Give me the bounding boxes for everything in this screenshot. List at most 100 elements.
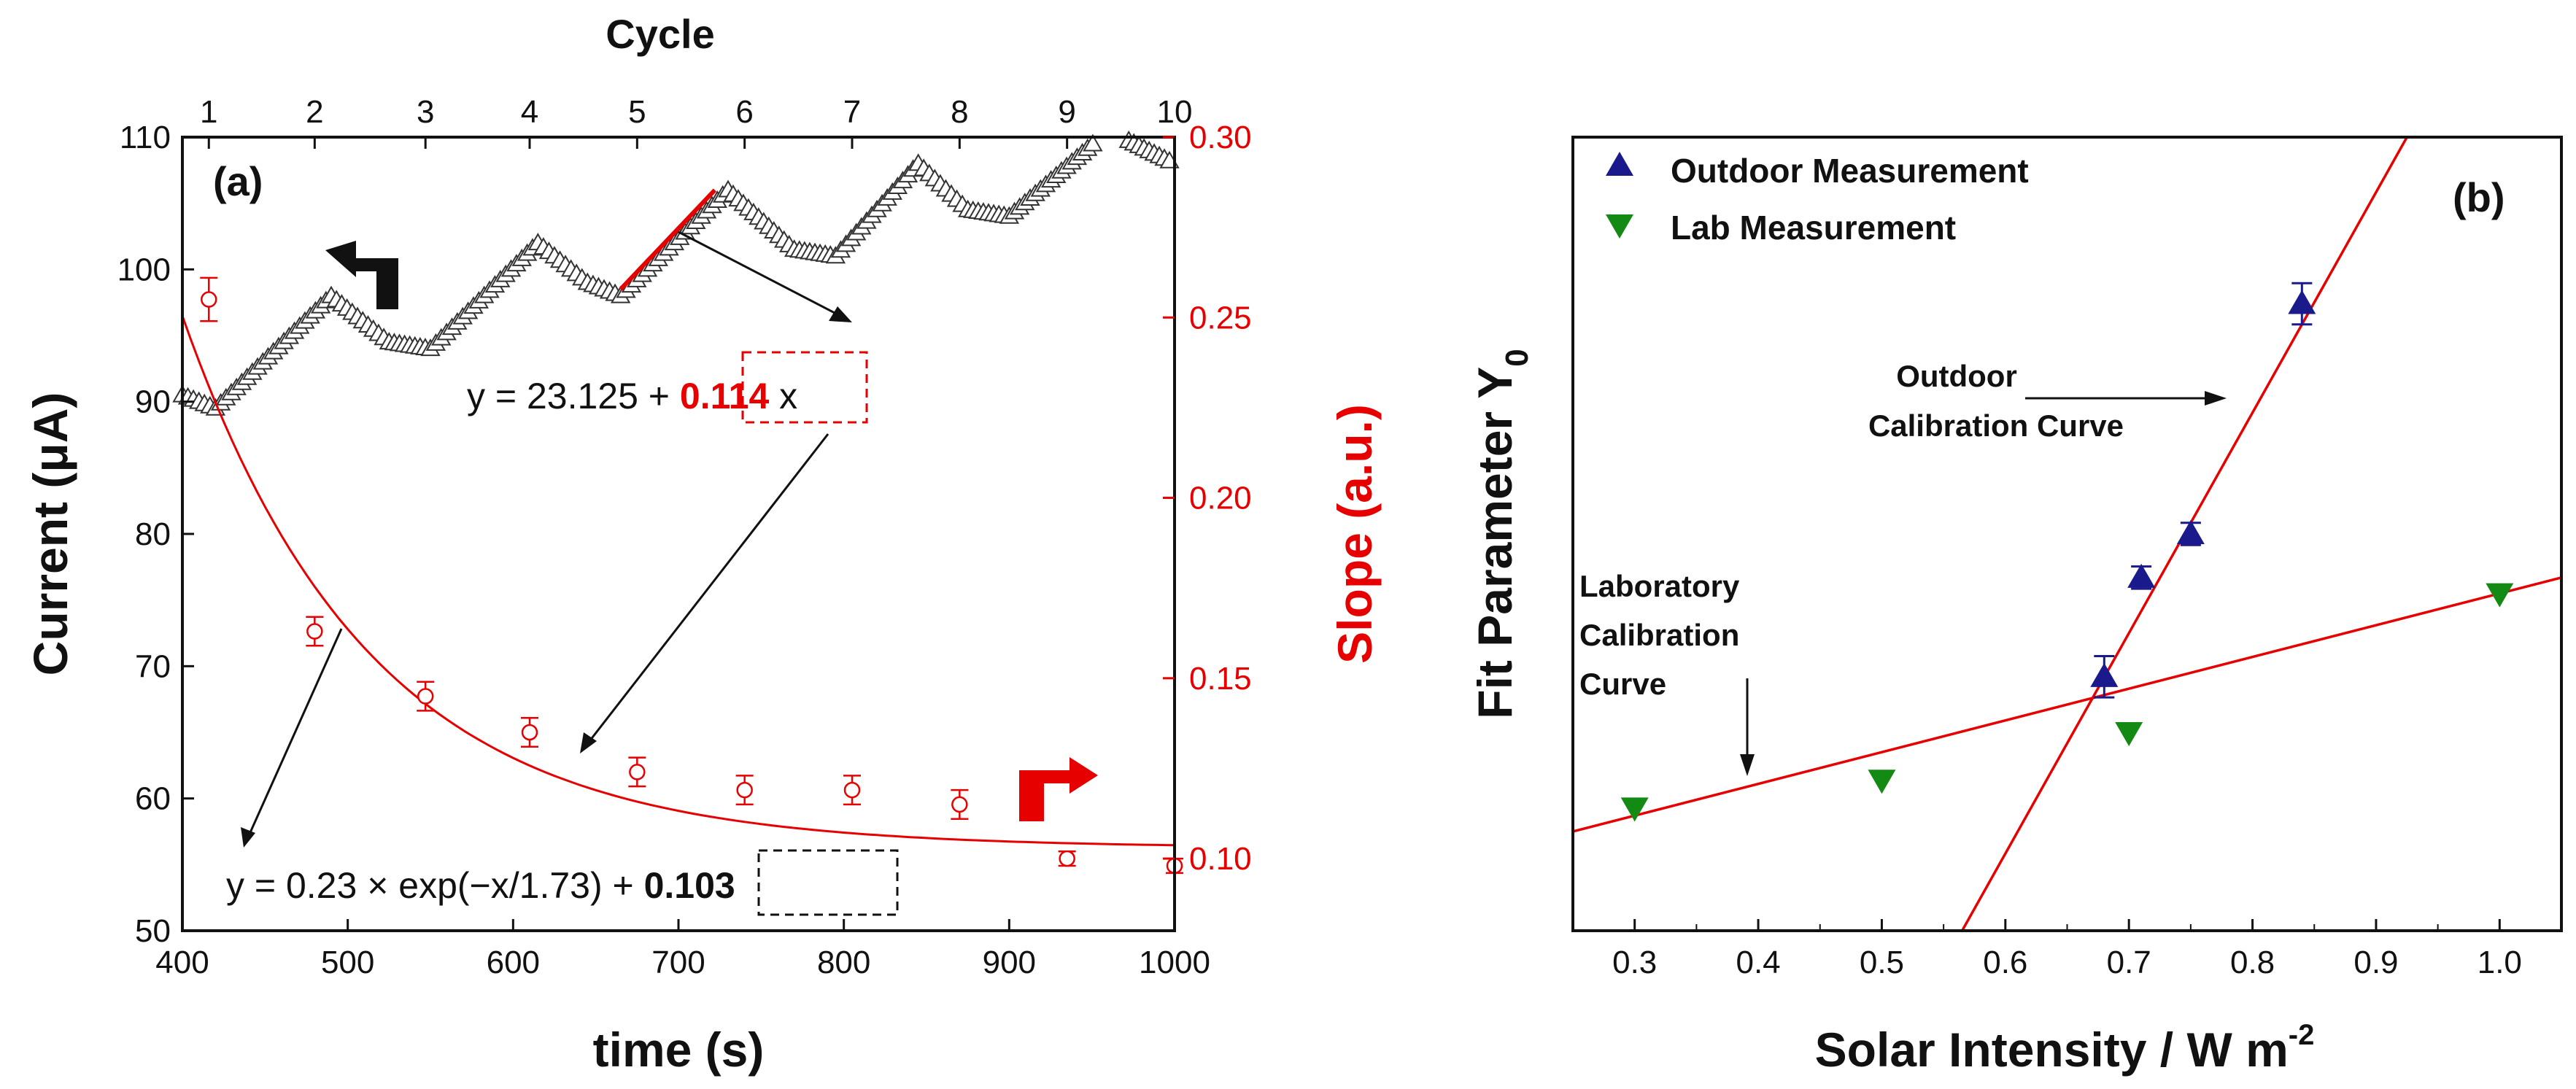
- lab-point: [1620, 797, 1649, 822]
- top-tick-label-a: 4: [521, 94, 538, 130]
- svg-text:y = 0.23 × exp(−x/1.73) + 0.10: y = 0.23 × exp(−x/1.73) + 0.103: [226, 865, 735, 906]
- lab-curve-label-2: Calibration: [1579, 618, 1739, 652]
- y2-tick-label-a: 0.20: [1189, 481, 1252, 516]
- lab-point: [1868, 770, 1896, 794]
- y-tick-label-a: 50: [135, 913, 171, 949]
- x-tick-label-b: 0.6: [1983, 945, 2027, 980]
- top-tick-label-a: 7: [843, 94, 861, 130]
- y-tick-label-a: 70: [135, 648, 171, 684]
- exp-fit-curve: [181, 315, 1175, 847]
- right-axis-indicator-icon: [1019, 757, 1098, 821]
- y-tick-label-a: 100: [117, 252, 171, 287]
- outdoor-point: [2127, 563, 2156, 588]
- linear-eq-prefix: y = 23.125 +: [467, 376, 680, 416]
- annotation-arrows: [241, 230, 852, 848]
- y2-axis-label-a: Slope (a.u.): [1328, 404, 1382, 664]
- y-axis-label-a: Current (μA): [23, 392, 77, 676]
- x-axis-label-a: time (s): [593, 1023, 765, 1077]
- x-tick-label-b: 0.9: [2353, 945, 2398, 980]
- x-tick-label-a: 400: [155, 945, 209, 980]
- x-tick-label-b: 0.5: [1860, 945, 1904, 980]
- y-tick-label-a: 90: [135, 384, 171, 420]
- lab-curve-label-1: Laboratory: [1579, 569, 1740, 603]
- y-axis-label-b: Fit Parameter Y0: [1468, 349, 1535, 719]
- slope-point: [736, 781, 753, 799]
- slope-point: [201, 291, 217, 308]
- y-tick-label-a: 60: [135, 781, 171, 817]
- x-tick-label-a: 700: [651, 945, 705, 980]
- top-tick-label-a: 9: [1058, 94, 1075, 130]
- top-tick-label-a: 6: [735, 94, 753, 130]
- legend: Outdoor Measurement Lab Measurement: [1606, 152, 2029, 247]
- current-sawtooth-series: [172, 130, 1180, 416]
- linear-eq-highlight-box: [741, 351, 868, 424]
- arrow-fit-to-equation: [678, 230, 840, 317]
- outdoor-curve-label-2: Calibration Curve: [1868, 408, 2124, 443]
- linear-eq-suffix: x: [769, 376, 797, 416]
- slope-point: [1059, 850, 1075, 867]
- outdoor-point: [2090, 662, 2119, 687]
- top-axis-label-a: Cycle: [606, 11, 714, 57]
- lab-point: [2115, 722, 2143, 746]
- slope-point: [306, 623, 323, 640]
- lab-point: [2486, 583, 2514, 608]
- arrow-curve-to-exp: [247, 628, 343, 838]
- x-axis-label-b: Solar Intensity / W m-2: [1815, 1019, 2315, 1077]
- outdoor-curve-label-1: Outdoor: [1896, 359, 2017, 393]
- arrow-outdoor-head: [2205, 391, 2227, 406]
- top-tick-label-a: 8: [951, 94, 968, 130]
- x-tick-label-a: 800: [817, 945, 870, 980]
- top-tick-label-a: 2: [306, 94, 323, 130]
- current-point: [1083, 133, 1103, 152]
- slope-point: [951, 796, 968, 813]
- slope-point: [521, 724, 538, 741]
- arrow-slope-to-curve: [586, 433, 829, 745]
- slope-point: [843, 781, 861, 799]
- x-tick-label-b: 0.8: [2230, 945, 2275, 980]
- x-tick-label-a: 500: [321, 945, 374, 980]
- panel-b-frame: [1571, 136, 2563, 932]
- arrow-lab-head: [1740, 754, 1755, 776]
- top-tick-label-a: 3: [417, 94, 434, 130]
- panel-b: 0.3 0.4 0.5 0.6 0.7 0.8 0.9 1.0 Solar Intensity…: [1468, 136, 2563, 1077]
- panel-a: 400 500 600 700 800 900 100050607080901001100.…: [23, 11, 1382, 1077]
- y2-tick-label-a: 0.10: [1189, 841, 1252, 877]
- slope-point: [629, 764, 646, 780]
- svg-text:y = 23.125 + 0.114 x: y = 23.125 + 0.114 x: [467, 376, 797, 416]
- x-tick-label-a: 900: [983, 945, 1036, 980]
- arrow-head-2: [580, 732, 597, 753]
- exp-eq-const: 0.103: [644, 865, 735, 906]
- top-tick-label-a: 1: [200, 94, 217, 130]
- exp-eq-prefix: y = 0.23 × exp(−x/1.73) +: [226, 865, 644, 906]
- exp-fit-equation: y = 0.23 × exp(−x/1.73) + 0.103: [226, 849, 899, 916]
- arrow-head-3: [241, 827, 255, 848]
- y2-tick-label-a: 0.15: [1189, 661, 1252, 697]
- slope-series: [200, 276, 1183, 875]
- x-tick-label-b: 0.3: [1612, 945, 1657, 980]
- legend-outdoor-label: Outdoor Measurement: [1671, 152, 2029, 190]
- legend-lab-label: Lab Measurement: [1671, 209, 1956, 247]
- panel-b-label: (b): [2453, 174, 2505, 220]
- exp-eq-highlight-box: [757, 849, 899, 916]
- outdoor-point: [2176, 520, 2205, 544]
- panel-a-label: (a): [213, 158, 263, 204]
- x-tick-label-a: 600: [487, 945, 540, 980]
- top-tick-label-a: 10: [1157, 94, 1193, 130]
- arrow-head-1: [829, 306, 852, 322]
- slope-point: [417, 688, 434, 705]
- outdoor-point: [2288, 290, 2316, 314]
- linear-eq-slope: 0.114: [680, 376, 770, 416]
- linear-fit-equation: y = 23.125 + 0.114 x: [467, 351, 868, 424]
- x-tick-label-b: 1.0: [2478, 945, 2522, 980]
- left-axis-indicator-icon: [325, 241, 398, 309]
- y-tick-label-a: 110: [120, 120, 171, 155]
- x-tick-label-b: 0.7: [2107, 945, 2151, 980]
- y2-tick-label-a: 0.25: [1189, 300, 1252, 336]
- y2-tick-label-a: 0.30: [1189, 120, 1252, 155]
- legend-lab-marker-icon: [1606, 214, 1633, 239]
- linear-fit-line: [619, 188, 717, 291]
- calibration-fit-line: [1572, 576, 2562, 833]
- lab-curve-label-3: Curve: [1579, 667, 1666, 701]
- x-tick-label-a: 1000: [1139, 945, 1210, 980]
